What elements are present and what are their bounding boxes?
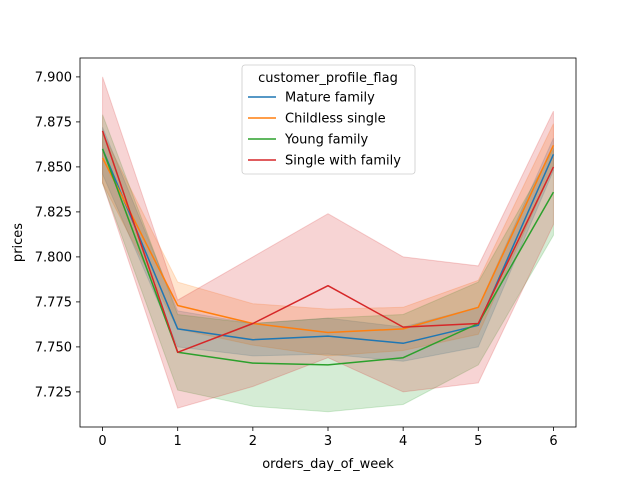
series-lines [101,130,555,366]
y-tick-label: 7.850 [35,160,72,175]
x-tick-label: 2 [249,434,257,449]
legend-items: Mature family Childless single Young famil… [248,91,401,169]
x-tick-label: 6 [549,434,557,449]
x-tick-label: 5 [474,434,482,449]
legend-label: Single with family [285,154,401,169]
x-tick-label: 0 [98,434,106,449]
series-line-1 [101,144,555,334]
legend: customer_profile_flag Mature family Child… [241,64,416,175]
y-tick-label: 7.875 [35,115,72,130]
y-tick-label: 7.725 [35,385,72,400]
x-axis-ticks: 0 1 2 3 4 5 6 [98,427,558,449]
x-tick-label: 4 [399,434,407,449]
series-line-0 [101,148,555,345]
series-line-3 [101,130,555,354]
y-tick-label: 7.750 [35,340,72,355]
y-axis-ticks: 7.725 7.750 7.775 7.800 7.825 7.850 7.875 7.900 [35,70,80,400]
y-tick-label: 7.800 [35,250,72,265]
y-tick-label: 7.900 [35,70,72,85]
confidence-band-0 [102,127,554,362]
legend-label: Mature family [285,91,375,106]
x-tick-label: 3 [324,434,332,449]
legend-frame [241,64,416,175]
y-tick-label: 7.775 [35,295,72,310]
legend-label: Young family [284,133,368,148]
y-axis-label: prices [11,223,26,262]
legend-title: customer_profile_flag [258,71,398,86]
y-tick-label: 7.825 [35,205,72,220]
x-tick-label: 1 [174,434,182,449]
legend-label: Childless single [285,112,386,127]
x-axis-label: orders_day_of_week [262,457,394,472]
